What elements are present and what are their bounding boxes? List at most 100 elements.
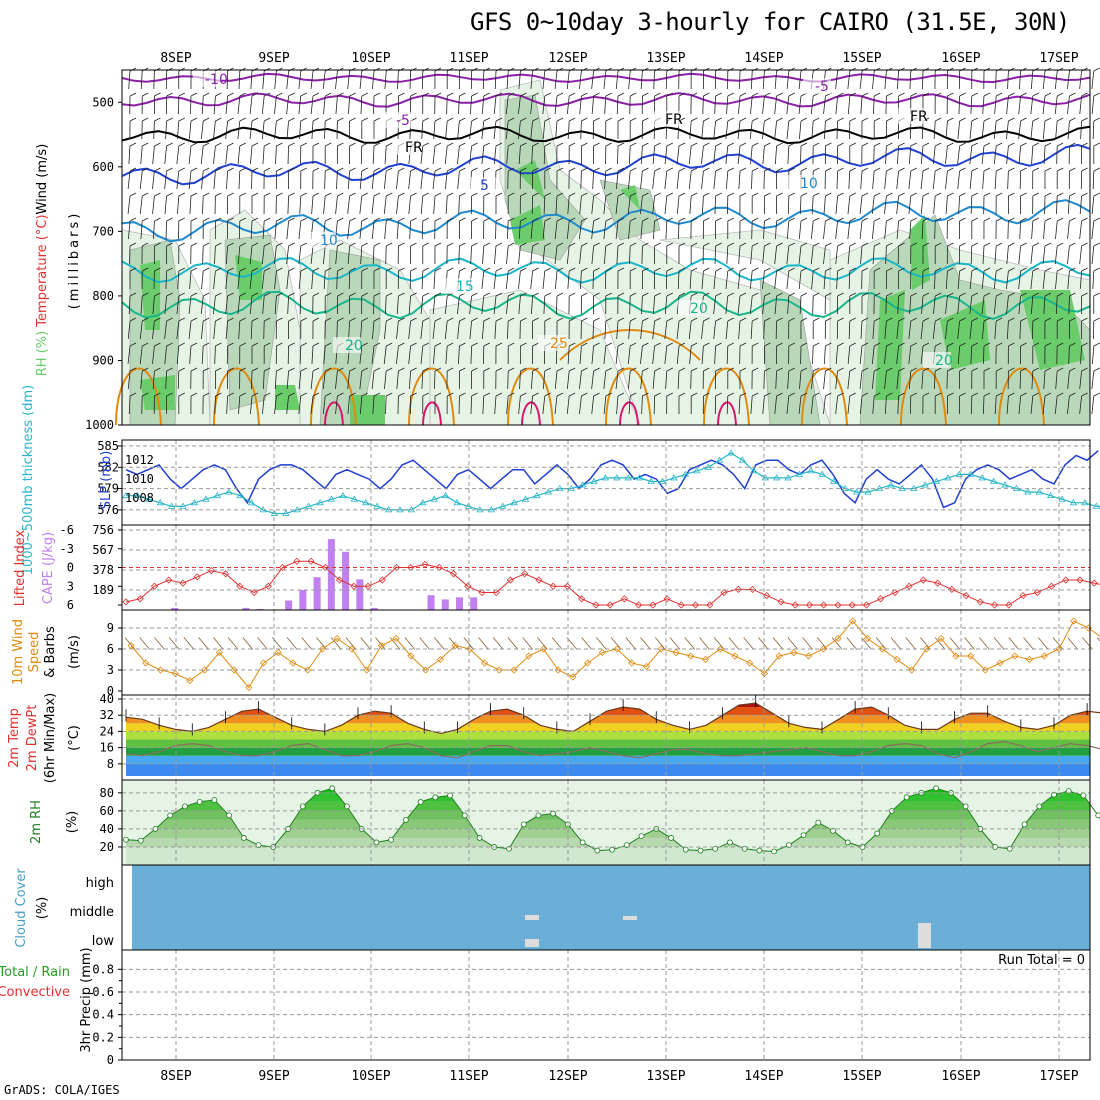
- wind-barb: [287, 295, 289, 315]
- wind-barb-flag: [654, 217, 661, 222]
- wind-barb: [920, 195, 924, 215]
- lifted-index-marker: [691, 601, 700, 609]
- wind-barb-flag: [1093, 142, 1100, 147]
- wind-barb: [958, 95, 960, 115]
- wind-barb-flag: [593, 242, 600, 247]
- thickness-marker: [921, 481, 929, 488]
- lifted-index-marker: [136, 595, 144, 603]
- wind-barb-flag: [947, 342, 954, 347]
- cape-bar: [427, 595, 435, 610]
- wind-barb-flag: [1044, 392, 1052, 397]
- wind-barb-flag: [959, 117, 966, 122]
- wind-barb: [640, 195, 643, 215]
- wind-barb: [1091, 245, 1095, 265]
- wind-barb-flag: [898, 317, 905, 322]
- precip-ytick: 0.4: [92, 1008, 114, 1022]
- wind-barb-flag: [678, 292, 686, 297]
- wind-barb: [836, 120, 838, 140]
- cape-ytick-cape: 567: [92, 543, 114, 557]
- wind-barb-flag: [349, 92, 356, 97]
- wind-barb: [152, 370, 155, 390]
- wind-barb: [908, 370, 912, 390]
- wind10-marker: [893, 655, 901, 664]
- wind-barb: [214, 245, 216, 265]
- rh2m-marker: [137, 837, 144, 844]
- wind-barb-flag: [715, 342, 722, 347]
- rh-shade-light: [659, 229, 831, 301]
- wind-barb-flag: [337, 92, 344, 97]
- wind-barb: [494, 70, 497, 90]
- thickness-marker: [967, 470, 975, 477]
- cape-bar: [370, 607, 378, 610]
- wind10-marker: [392, 634, 400, 643]
- wind-barb: [432, 145, 436, 165]
- wind-barb-flag: [434, 192, 442, 197]
- lifted-index-marker: [336, 576, 344, 584]
- wind-barb-flag: [703, 267, 710, 272]
- wind-barb: [1091, 195, 1095, 215]
- wind-barb-flag: [1008, 317, 1015, 322]
- wind-barb: [214, 395, 216, 415]
- wind-barb: [932, 320, 936, 340]
- wind-barb-flag: [532, 392, 539, 397]
- wind-barb-flag: [886, 342, 893, 347]
- wind-barb-flag: [776, 367, 783, 372]
- lifted-index-marker: [193, 573, 201, 581]
- wind-barb-flag: [227, 342, 234, 347]
- wind-barb-flag: [215, 317, 222, 322]
- wind-barb-flag: [508, 117, 515, 122]
- wind-barb-flag: [203, 192, 210, 197]
- wind-barb-flag: [239, 92, 246, 97]
- wind-barb-flag: [837, 317, 844, 322]
- wind-barb-flag: [251, 217, 259, 222]
- wind-barb-flag: [630, 142, 637, 147]
- wind-barb-flag: [325, 92, 332, 97]
- wind-barb: [603, 345, 607, 365]
- wind-barb: [359, 220, 363, 240]
- wind-barb: [481, 145, 485, 165]
- wind-barb-flag: [593, 317, 600, 322]
- date-label-bottom: 13SEP: [646, 1069, 685, 1084]
- wind-barb: [775, 220, 777, 240]
- wind-barb-flag: [642, 192, 649, 197]
- wind-barb-flag: [447, 242, 454, 247]
- wind-barb-flag: [312, 142, 320, 147]
- wind-barb-flag: [593, 192, 600, 197]
- wind-barb: [554, 220, 558, 240]
- wind-barb: [1067, 120, 1070, 140]
- upper-label-mb: (millibars): [67, 211, 82, 310]
- wind-barb-flag: [788, 242, 795, 247]
- wind-barb-flag: [898, 192, 905, 197]
- wind-barb-flag: [813, 142, 820, 147]
- wind-barb: [920, 145, 924, 165]
- lifted-index-marker: [563, 582, 571, 590]
- wind-barb: [530, 220, 533, 240]
- wind-barb: [530, 70, 533, 90]
- wind-barb-flag: [922, 267, 930, 272]
- wind-barb: [701, 145, 704, 165]
- wind-barb-flag: [264, 317, 271, 322]
- wind-barb: [542, 370, 546, 390]
- wind-barb-flag: [434, 317, 442, 322]
- wind-barb: [798, 395, 802, 415]
- wind-barb: [726, 95, 729, 115]
- wind-barb-flag: [739, 392, 747, 397]
- wind-barb: [200, 120, 204, 140]
- wind-barb: [604, 95, 607, 115]
- wind-barb-flag: [422, 292, 429, 297]
- wind-barb-flag: [422, 142, 429, 147]
- wind-barb: [629, 295, 631, 315]
- wind-barb-flag: [886, 92, 893, 97]
- wind-barb: [506, 145, 509, 165]
- wind-barb-flag: [325, 317, 332, 322]
- wind-barb-flag: [691, 142, 698, 147]
- wind-barb: [628, 220, 631, 240]
- wind-barb: [408, 345, 411, 365]
- wind-barb-flag: [190, 392, 198, 397]
- wind-barb-flag: [996, 317, 1003, 322]
- wind-barb: [713, 295, 716, 315]
- thickness-marker: [441, 491, 450, 499]
- wind-barb-flag: [630, 317, 637, 322]
- wind-barb-flag: [861, 167, 869, 172]
- wind-barb-flag: [178, 267, 185, 272]
